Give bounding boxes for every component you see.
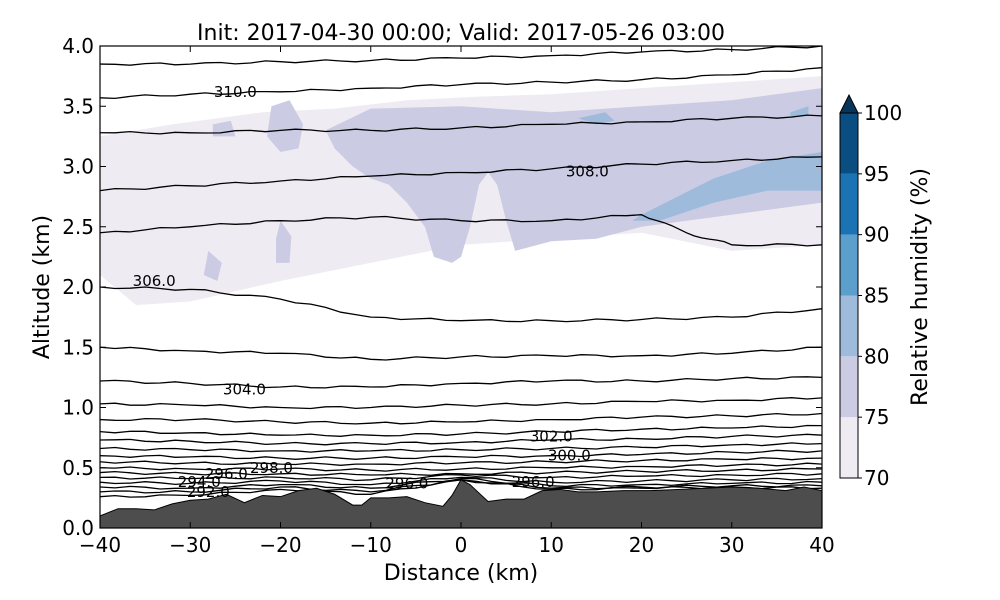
colorbar-swatch-90 — [840, 173, 858, 235]
x-tick-label: −20 — [259, 533, 301, 557]
colorbar-tick-label: 75 — [864, 405, 889, 429]
contour-label-2: 306.0 — [133, 272, 176, 290]
isentrope-line-12 — [100, 442, 822, 453]
y-tick-label: 3.0 — [62, 155, 94, 179]
contour-label-4: 302.0 — [530, 427, 573, 445]
colorbar-swatch-85 — [840, 234, 858, 296]
x-tick-label: −40 — [79, 533, 121, 557]
colorbar: 70 75 80 85 90 95 100 — [839, 93, 902, 490]
colorbar-tick-label: 80 — [864, 344, 889, 368]
y-tick-label: 0.5 — [62, 456, 94, 480]
isentrope-layer — [100, 46, 822, 498]
isentrope-line-16 — [100, 467, 822, 476]
contour-label-1: 308.0 — [566, 162, 609, 180]
contour-label-8: 296.0 — [385, 474, 428, 492]
contour-label-5: 300.0 — [548, 447, 591, 465]
contour-label-3: 304.0 — [223, 380, 266, 398]
x-tick-label: 20 — [629, 533, 654, 557]
terrain-layer — [100, 479, 822, 528]
isentrope-line-1 — [100, 67, 822, 100]
isentrope-line-15 — [100, 462, 822, 472]
humidity-region-80-6 — [632, 152, 822, 221]
y-tick-label: 3.5 — [62, 94, 94, 118]
y-tick-label: 4.0 — [62, 34, 94, 58]
colorbar-tick-label: 90 — [864, 223, 889, 247]
y-tick-label: 2.0 — [62, 275, 94, 299]
isentrope-line-8 — [100, 397, 822, 410]
contour-label-11: 292.0 — [187, 483, 230, 501]
isentrope-line-13 — [100, 449, 822, 460]
x-tick-label: −30 — [169, 533, 211, 557]
isentrope-line-18 — [100, 476, 822, 486]
x-tick-label: 30 — [719, 533, 744, 557]
y-tick-label: 0.0 — [62, 516, 94, 540]
humidity-region-75-5 — [203, 250, 222, 281]
isentrope-line-19 — [100, 477, 822, 490]
contour-label-9: 296.0 — [512, 473, 555, 491]
isentrope-line-11 — [100, 433, 822, 446]
contour-label-0: 310.0 — [214, 83, 257, 101]
humidity-fill-layer — [100, 76, 822, 306]
colorbar-swatch-80 — [840, 295, 858, 357]
y-tick-label: 1.0 — [62, 396, 94, 420]
isentrope-line-3 — [100, 156, 822, 192]
x-tick-label: 10 — [539, 533, 564, 557]
contour-label-7: 296.0 — [205, 465, 248, 483]
x-tick-label: −10 — [350, 533, 392, 557]
humidity-region-80-7 — [578, 112, 615, 125]
y-tick-label: 1.5 — [62, 335, 94, 359]
isentrope-line-9 — [100, 412, 822, 425]
contour-label-10: 294.0 — [178, 473, 221, 491]
humidity-region-75-2 — [266, 100, 304, 153]
terrain-fill — [100, 479, 822, 528]
isentrope-line-4 — [100, 214, 822, 247]
plot-area: 310.0308.0306.0304.0302.0300.0298.0296.0… — [100, 46, 822, 528]
y-axis: 0.0 0.5 1.0 1.5 2.0 2.5 3.0 3.5 4.0 — [62, 34, 822, 540]
contour-label-6: 298.0 — [250, 459, 293, 477]
chart-title: Init: 2017-04-30 00:00; Valid: 2017-05-2… — [197, 21, 725, 46]
x-tick-label: 40 — [809, 533, 834, 557]
colorbar-tick-label: 85 — [864, 284, 889, 308]
colorbar-swatch-75 — [840, 356, 858, 418]
isentrope-line-5 — [100, 286, 822, 323]
isentrope-line-2 — [100, 114, 822, 135]
colorbar-swatch-95 — [840, 113, 858, 174]
isentrope-line-6 — [100, 346, 822, 361]
y-tick-label: 2.5 — [62, 215, 94, 239]
x-tick-label: 0 — [455, 533, 468, 557]
colorbar-swatch-70 — [840, 417, 858, 478]
humidity-region-75-4 — [275, 220, 292, 263]
x-axis-label: Distance (km) — [384, 561, 539, 586]
y-axis-label: Altitude (km) — [30, 215, 55, 359]
colorbar-tick-label: 70 — [864, 466, 889, 490]
isentrope-line-10 — [100, 424, 822, 437]
contour-label-layer: 310.0308.0306.0304.0302.0300.0298.0296.0… — [133, 83, 609, 501]
isentrope-line-17 — [100, 472, 822, 482]
isentrope-line-7 — [100, 376, 822, 389]
isentrope-line-14 — [100, 457, 822, 466]
x-axis: −40 −30 −20 −10 0 10 20 30 40 — [79, 46, 835, 557]
isentrope-line-0 — [100, 46, 822, 66]
colorbar-extend-arrow — [839, 93, 859, 114]
colorbar-tick-label: 100 — [864, 101, 902, 125]
colorbar-label: Relative humidity (%) — [908, 168, 933, 406]
colorbar-tick-label: 95 — [864, 162, 889, 186]
